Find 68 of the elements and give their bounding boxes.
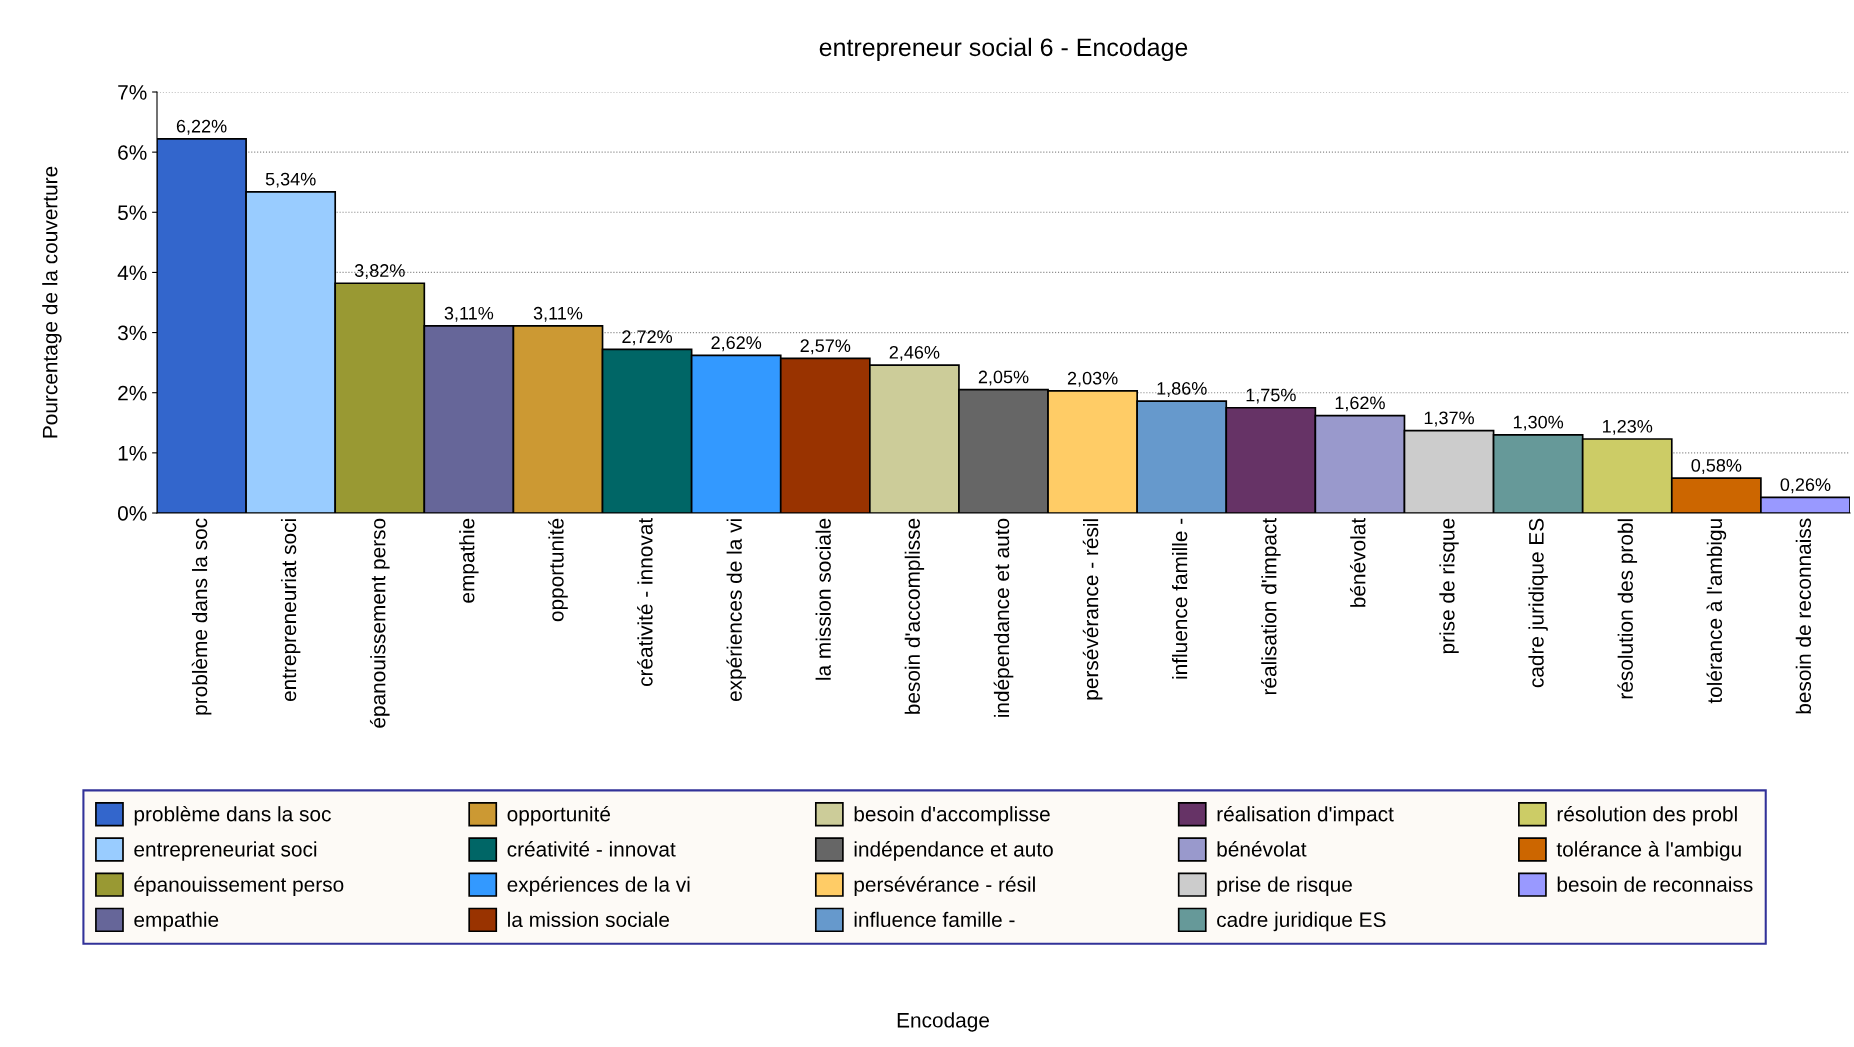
- data-label: 2,03%: [1067, 371, 1118, 387]
- legend-label: besoin d'accomplisse: [854, 806, 1050, 826]
- x-tick-label: besoin de reconnaiss: [1795, 518, 1812, 714]
- x-tick-label: bénévolat: [1349, 518, 1366, 607]
- x-tick-label: épanouissement perso: [369, 518, 390, 728]
- x-tick-label: prise de risque: [1439, 518, 1459, 654]
- data-label: 1,75%: [1246, 388, 1296, 404]
- x-tick-label: persévérance - résil: [1082, 519, 1103, 700]
- legend-label: la mission sociale: [508, 911, 670, 928]
- legend-label: tolérance à l'ambigu: [1556, 841, 1741, 861]
- y-tick-label: 5%: [118, 205, 147, 221]
- legend-label: besoin de reconnaiss: [1557, 876, 1753, 892]
- data-label: 3,11%: [444, 306, 494, 322]
- y-tick-label: 2%: [118, 385, 147, 401]
- data-label: 0,58%: [1691, 458, 1742, 474]
- data-label: 1,62%: [1335, 396, 1385, 412]
- data-label: 1,37%: [1424, 411, 1474, 427]
- x-tick-label: la mission sociale: [815, 518, 831, 680]
- data-label: 1,30%: [1513, 415, 1564, 431]
- data-label: 1,86%: [1157, 382, 1207, 397]
- x-tick-label: influence famille -: [1172, 518, 1188, 679]
- legend-label: créativité - innovat: [507, 841, 676, 857]
- y-tick-label: 1%: [118, 445, 147, 461]
- legend-label: résolution des probl: [1557, 805, 1737, 826]
- y-axis-title: Pourcentage de la couverture: [42, 166, 62, 438]
- y-tick-label: 0%: [117, 506, 147, 521]
- x-tick-label: créativité - innovat: [637, 518, 653, 687]
- y-tick-label: 3%: [117, 325, 147, 341]
- legend-label: réalisation d'impact: [1217, 805, 1394, 826]
- data-label: 2,72%: [622, 330, 673, 346]
- x-tick-label: problème dans la soc: [191, 518, 212, 715]
- x-tick-label: besoin d'accomplisse: [904, 518, 925, 714]
- data-label: 2,46%: [889, 345, 940, 361]
- legend-label: prise de risque: [1217, 876, 1352, 896]
- x-tick-label: réalisation d'impact: [1260, 518, 1281, 695]
- x-tick-label: expériences de la vi: [726, 519, 747, 702]
- x-tick-label: opportunité: [548, 518, 568, 622]
- data-label: 1,23%: [1603, 419, 1653, 435]
- x-tick-label: cadre juridique ES: [1528, 518, 1548, 688]
- y-tick-label: 7%: [118, 85, 147, 100]
- y-tick-label: 4%: [117, 265, 147, 281]
- x-tick-label: entrepreneuriat soci: [280, 519, 301, 702]
- data-label: 5,34%: [265, 172, 316, 188]
- data-label: 2,05%: [978, 370, 1029, 386]
- x-tick-label: indépendance et auto: [993, 518, 1014, 717]
- legend-label: empathie: [134, 911, 219, 932]
- legend-label: opportunité: [507, 805, 611, 826]
- text: Encodage: [897, 1012, 989, 1032]
- chart-title: entrepreneur social 6 - Encodage: [819, 37, 1188, 62]
- legend-label: cadre juridique ES: [1217, 911, 1386, 932]
- legend-label: influence famille -: [854, 911, 1015, 928]
- legend-label: indépendance et auto: [854, 841, 1053, 861]
- data-label: 6,22%: [176, 119, 227, 135]
- data-label: 2,62%: [711, 336, 762, 352]
- data-label: 3,82%: [354, 264, 405, 280]
- legend-label: expériences de la vi: [507, 876, 690, 896]
- legend-label: épanouissement perso: [134, 876, 344, 896]
- legend-label: entrepreneuriat soci: [134, 841, 317, 861]
- legend-label: problème dans la soc: [134, 805, 331, 826]
- legend-label: persévérance - résil: [854, 876, 1035, 896]
- data-label: 0,26%: [1780, 478, 1831, 494]
- x-tick-label: tolérance à l'ambigu: [1706, 519, 1727, 704]
- data-label: 3,11%: [533, 306, 583, 322]
- x-tick-label: empathie: [459, 518, 479, 603]
- x-tick-label: résolution des probl: [1617, 519, 1638, 699]
- data-label: 2,57%: [800, 339, 851, 355]
- y-tick-label: 6%: [118, 145, 147, 160]
- legend-label: bénévolat: [1217, 841, 1307, 857]
